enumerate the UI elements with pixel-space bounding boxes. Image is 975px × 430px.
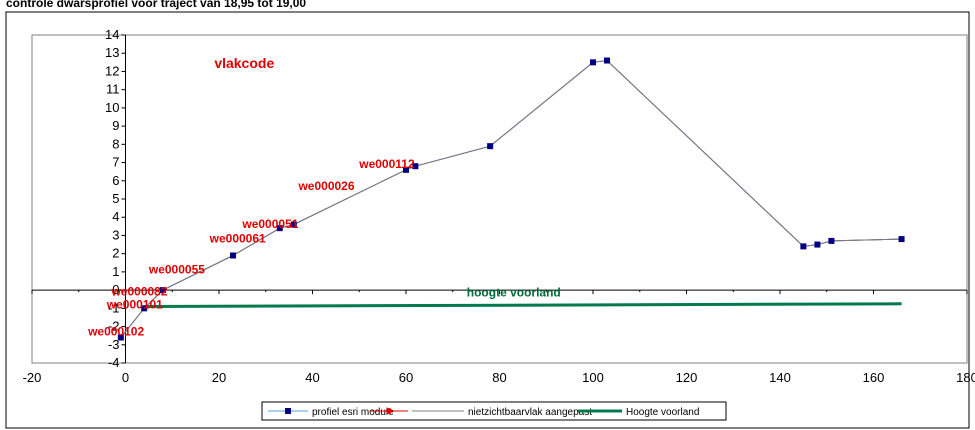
y-tick-label: 2 xyxy=(112,246,119,261)
y-tick-label: 1 xyxy=(112,264,119,279)
annotation-label: we000051 xyxy=(241,217,298,231)
data-point xyxy=(412,163,419,170)
x-tick-label: 120 xyxy=(676,370,698,385)
x-tick-label: 100 xyxy=(582,370,604,385)
y-tick-label: -1 xyxy=(108,300,120,315)
data-point xyxy=(487,143,494,150)
legend-label-3: Hoogte voorland xyxy=(626,407,699,418)
y-tick-label: 13 xyxy=(105,45,119,60)
data-point xyxy=(290,221,297,228)
legend-label-0: profiel esri module xyxy=(312,407,394,418)
x-tick-label: 180 xyxy=(956,370,975,385)
annotation-label: we000082 xyxy=(110,285,167,299)
axes xyxy=(31,34,968,364)
plot-area xyxy=(31,34,968,364)
series-points xyxy=(117,57,905,341)
legend-label-2: nietzichtbaarvlak aangepast xyxy=(468,407,592,418)
annotation-label: we000055 xyxy=(148,263,205,277)
y-tick-label: -2 xyxy=(108,319,120,334)
x-tick-label: 20 xyxy=(212,370,226,385)
x-tick-labels: -20 0 20 40 60 80 100 120 140 160 180 xyxy=(23,370,975,385)
y-tick-label: 12 xyxy=(105,63,119,78)
legend-box xyxy=(261,401,727,421)
data-point xyxy=(230,252,237,259)
data-point xyxy=(276,225,283,232)
data-point xyxy=(159,287,166,294)
y-tick-label: 3 xyxy=(112,227,119,242)
y-tick-label: 6 xyxy=(112,173,119,188)
data-point xyxy=(898,236,905,243)
annotation-label: we000061 xyxy=(209,232,266,246)
annotation-label: we000102 xyxy=(87,325,144,339)
data-point xyxy=(814,241,821,248)
legend-marker-0 xyxy=(285,408,291,414)
y-tick-label: -3 xyxy=(108,337,120,352)
data-point xyxy=(141,305,148,312)
x-tick-label: 0 xyxy=(122,370,129,385)
annotation-label: we000112 xyxy=(358,157,415,171)
y-tick-label: 9 xyxy=(112,118,119,133)
x-tick-label: 40 xyxy=(305,370,319,385)
x-tick-label: 140 xyxy=(769,370,791,385)
y-tick-label: 0 xyxy=(112,282,119,297)
data-point xyxy=(828,237,835,244)
data-point xyxy=(117,334,124,341)
y-tick-label: 7 xyxy=(112,155,119,170)
data-point xyxy=(590,59,596,66)
x-tick-label: 60 xyxy=(399,370,413,385)
annotation-label: we000101 xyxy=(106,297,163,311)
annotation-label: vlakcode xyxy=(214,55,274,71)
data-point xyxy=(403,166,409,173)
y-tick-label: 5 xyxy=(112,191,119,206)
annotations: vlakcode we000112 we000026 we000051we000061… xyxy=(87,55,561,339)
data-point xyxy=(604,57,611,64)
y-tick-label: 11 xyxy=(106,82,120,97)
x-tick-label: -20 xyxy=(23,370,42,385)
series-line-3 xyxy=(144,302,902,308)
y-tick-label: 4 xyxy=(112,209,119,224)
annotation-label: we000026 xyxy=(297,179,354,193)
chart-title: controle dwarsprofiel voor traject van 1… xyxy=(6,0,307,10)
y-tick-label: -4 xyxy=(108,355,120,370)
annotation-label: hoogte voorland xyxy=(467,285,561,299)
y-tick-label: 8 xyxy=(112,136,119,151)
y-tick-label: 10 xyxy=(105,100,119,115)
x-tick-label: 160 xyxy=(863,370,885,385)
y-tick-label: 14 xyxy=(105,27,119,42)
legend: profiel esri module nietzichtbaarvlak aan… xyxy=(261,401,727,421)
legend-marker-1 xyxy=(386,408,392,414)
data-point xyxy=(800,243,807,250)
x-tick-label: 80 xyxy=(492,370,506,385)
